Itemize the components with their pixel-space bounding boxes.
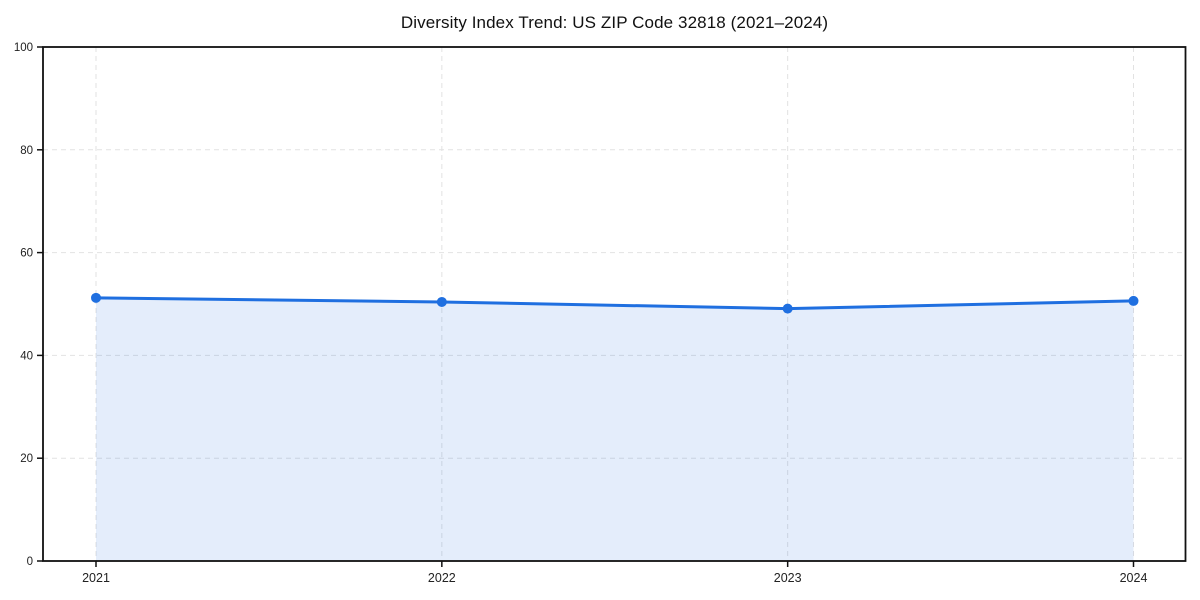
y-tick-label: 0 xyxy=(27,556,33,568)
x-tick-label: 2021 xyxy=(82,571,110,585)
y-tick-label: 100 xyxy=(14,42,33,54)
y-tick-label: 20 xyxy=(20,453,33,465)
x-tick-label: 2023 xyxy=(774,571,802,585)
x-tick-label: 2022 xyxy=(428,571,456,585)
data-point-marker xyxy=(782,303,793,314)
x-tick-label: 2024 xyxy=(1120,571,1148,585)
y-tick-label: 40 xyxy=(20,350,33,362)
data-point-marker xyxy=(1128,295,1139,306)
y-tick-label: 60 xyxy=(20,248,33,260)
y-tick-label: 80 xyxy=(20,145,33,157)
plot-box-spines xyxy=(42,46,1187,562)
chart-title: Diversity Index Trend: US ZIP Code 32818… xyxy=(400,13,829,32)
trend-line xyxy=(94,296,1135,311)
data-point-marker xyxy=(91,292,101,303)
data-point-marker xyxy=(436,296,447,307)
area-fill xyxy=(96,297,1134,561)
